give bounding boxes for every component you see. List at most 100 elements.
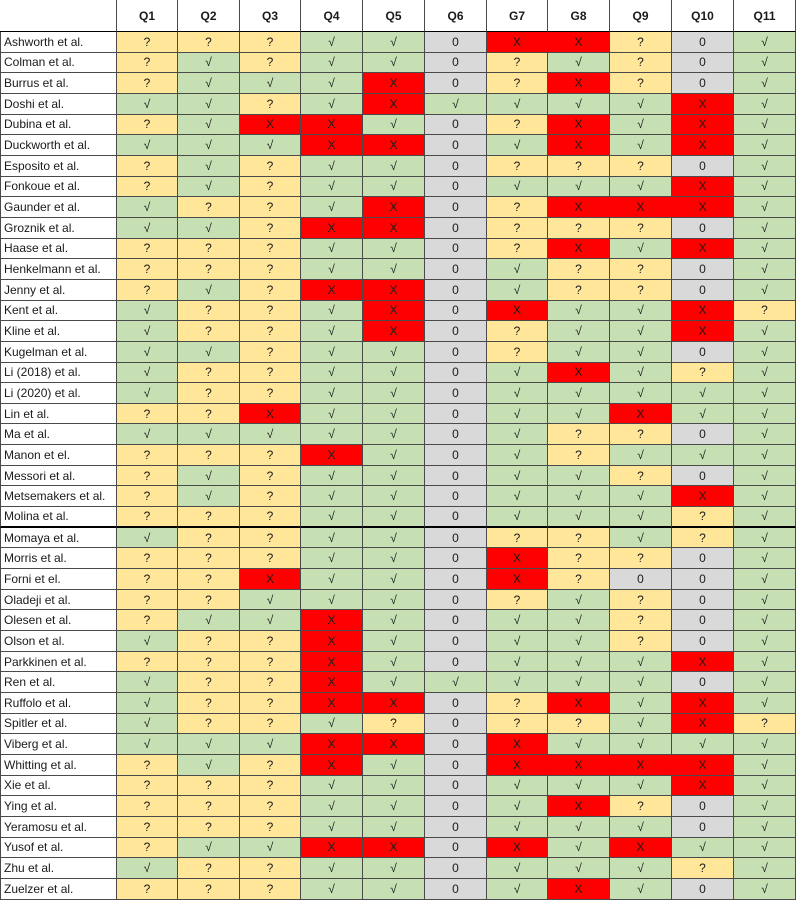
rating-cell: 0 (672, 424, 734, 446)
rating-cell: √ (301, 32, 363, 53)
rating-cell: √ (240, 837, 301, 859)
rating-cell: 0 (425, 321, 487, 342)
rating-cell: 0 (425, 362, 487, 384)
rating-cell: √ (301, 155, 363, 177)
rating-cell: √ (363, 589, 425, 611)
rating-cell: √ (734, 486, 796, 508)
rating-cell: √ (487, 486, 548, 508)
rating-cell: X (301, 693, 363, 714)
rating-cell: √ (301, 548, 363, 570)
rating-cell: ? (240, 796, 301, 817)
rating-cell: √ (548, 589, 610, 611)
rating-cell: ? (610, 424, 672, 446)
rating-cell: √ (425, 672, 487, 693)
header-blank (0, 0, 117, 32)
rating-cell: √ (117, 424, 178, 446)
rating-cell: ? (178, 651, 240, 673)
rating-cell: √ (734, 135, 796, 156)
rating-cell: 0 (425, 424, 487, 446)
rating-cell: ? (548, 569, 610, 590)
rating-cell: √ (487, 259, 548, 280)
rating-cell: √ (117, 321, 178, 342)
rating-cell: √ (363, 507, 425, 528)
rating-cell: X (672, 93, 734, 115)
rating-cell: √ (240, 135, 301, 156)
rating-cell: √ (117, 383, 178, 404)
rating-cell: ? (548, 424, 610, 446)
rating-cell: X (240, 569, 301, 590)
rating-cell: √ (734, 259, 796, 280)
rating-cell: ? (240, 858, 301, 879)
rating-cell: ? (240, 693, 301, 714)
rating-cell: 0 (425, 383, 487, 404)
study-name: Kugelman et al. (0, 341, 117, 363)
rating-cell: √ (178, 837, 240, 859)
study-name: Yeramosu et al. (0, 816, 117, 838)
rating-cell: X (363, 135, 425, 156)
rating-cell: √ (548, 52, 610, 74)
rating-cell: ? (240, 217, 301, 239)
study-name: Colman et al. (0, 52, 117, 74)
rating-cell: X (548, 197, 610, 218)
rating-cell: X (672, 176, 734, 198)
rating-cell: X (610, 754, 672, 776)
rating-cell: √ (178, 465, 240, 487)
rating-cell: √ (487, 878, 548, 900)
rating-cell: √ (734, 155, 796, 177)
rating-cell: √ (363, 548, 425, 570)
study-name: Yusof et al. (0, 837, 117, 859)
rating-cell: X (672, 238, 734, 260)
rating-cell: 0 (672, 259, 734, 280)
rating-cell: √ (548, 858, 610, 879)
rating-cell: √ (363, 176, 425, 198)
rating-cell: 0 (425, 527, 487, 549)
rating-cell: ? (178, 672, 240, 693)
rating-cell: ? (610, 796, 672, 817)
study-name: Metsemakers et al. (0, 486, 117, 508)
rating-cell: √ (487, 796, 548, 817)
column-header: Q10 (672, 0, 734, 32)
rating-cell: √ (734, 589, 796, 611)
rating-cell: √ (487, 176, 548, 198)
rating-cell: 0 (425, 32, 487, 53)
rating-cell: ? (117, 32, 178, 53)
rating-cell: ? (672, 362, 734, 384)
rating-cell: ? (610, 631, 672, 652)
rating-cell: 0 (672, 672, 734, 693)
rating-cell: √ (487, 383, 548, 404)
study-name: Li (2020) et al. (0, 383, 117, 404)
rating-cell: √ (363, 858, 425, 879)
study-name: Manon et el. (0, 445, 117, 466)
rating-cell: 0 (425, 610, 487, 632)
rating-cell: √ (178, 610, 240, 632)
rating-cell: √ (363, 672, 425, 693)
rating-cell: ? (117, 445, 178, 466)
study-name: Zuelzer et al. (0, 878, 117, 900)
rating-cell: √ (240, 589, 301, 611)
rating-cell: √ (610, 507, 672, 528)
rating-cell: √ (178, 424, 240, 446)
rating-cell: √ (301, 507, 363, 528)
rating-cell: ? (548, 713, 610, 735)
column-header: Q5 (363, 0, 425, 32)
rating-cell: √ (487, 651, 548, 673)
rating-cell: ? (487, 238, 548, 260)
rating-cell: 0 (425, 52, 487, 74)
rating-cell: √ (548, 176, 610, 198)
rating-cell: √ (734, 548, 796, 570)
rating-cell: ? (487, 114, 548, 136)
rating-cell: ? (178, 321, 240, 342)
rating-cell: 0 (672, 341, 734, 363)
rating-cell: √ (610, 341, 672, 363)
rating-cell: √ (734, 93, 796, 115)
rating-cell: ? (178, 796, 240, 817)
rating-cell: ? (117, 878, 178, 900)
rating-cell: √ (178, 114, 240, 136)
rating-cell: √ (117, 197, 178, 218)
rating-cell: 0 (672, 816, 734, 838)
rating-cell: ? (117, 238, 178, 260)
rating-cell: X (301, 672, 363, 693)
rating-cell: √ (301, 73, 363, 94)
rating-cell: √ (734, 362, 796, 384)
rating-cell: X (363, 279, 425, 301)
